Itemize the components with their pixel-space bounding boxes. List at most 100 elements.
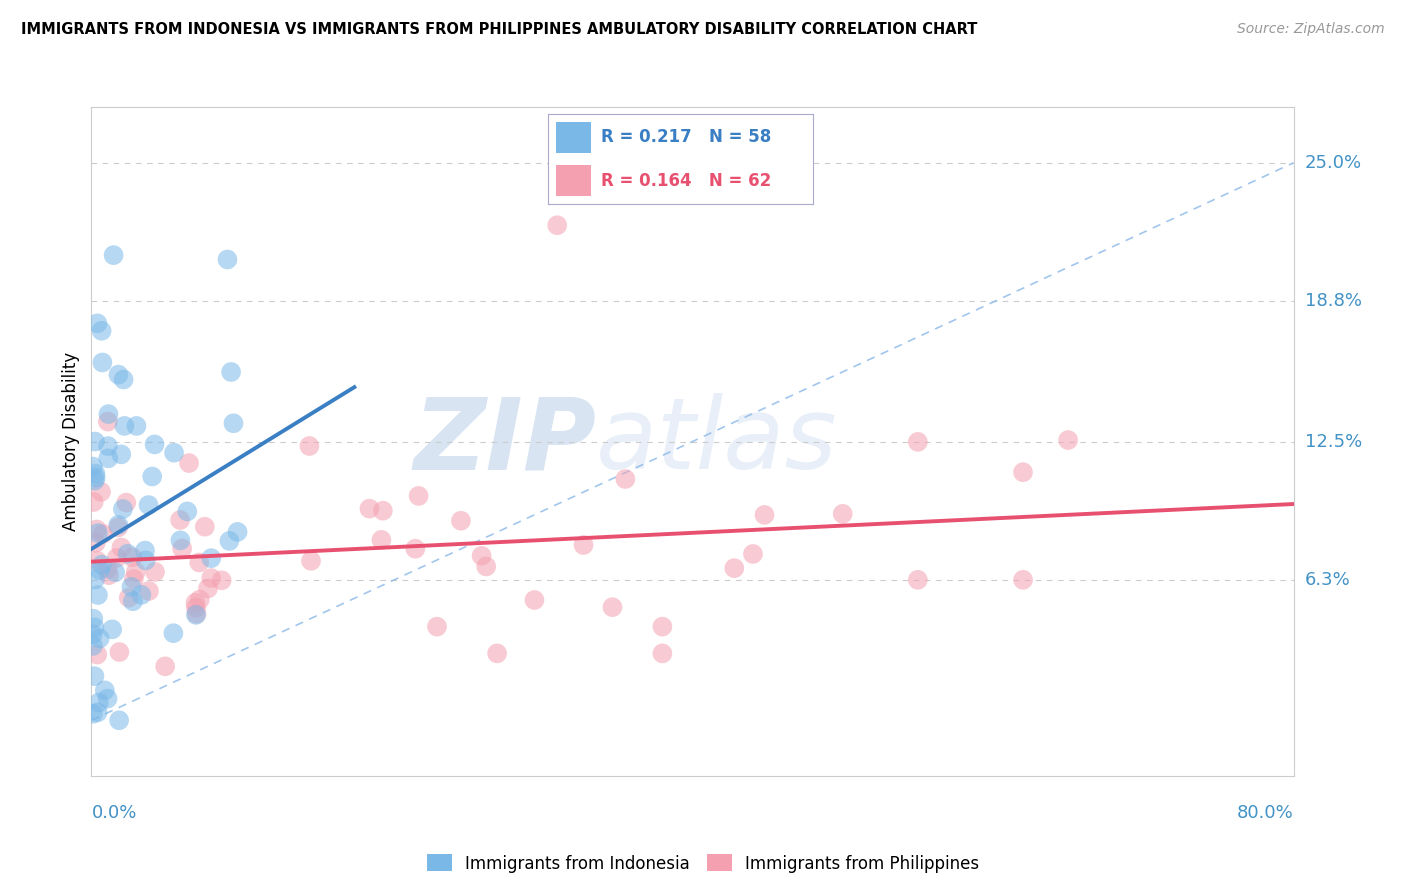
Point xyxy=(742,547,765,561)
Point xyxy=(83,669,105,683)
Point xyxy=(197,582,219,596)
Point xyxy=(299,554,322,568)
Point xyxy=(141,469,163,483)
Point xyxy=(134,543,156,558)
Point xyxy=(169,533,191,548)
Point xyxy=(111,502,134,516)
Point xyxy=(82,459,104,474)
Point xyxy=(176,504,198,518)
Point xyxy=(162,626,184,640)
Point xyxy=(94,683,117,698)
Point xyxy=(184,607,207,622)
Point xyxy=(90,324,112,338)
Point xyxy=(298,439,321,453)
Point xyxy=(82,639,104,653)
Point xyxy=(86,648,108,662)
Point xyxy=(138,584,160,599)
Text: Source: ZipAtlas.com: Source: ZipAtlas.com xyxy=(1237,22,1385,37)
Point xyxy=(83,620,105,634)
Point xyxy=(194,519,217,533)
Point xyxy=(84,470,107,484)
Point xyxy=(107,517,129,532)
Point xyxy=(90,484,112,499)
Point xyxy=(754,508,776,522)
Point xyxy=(84,434,107,449)
Point xyxy=(122,594,145,608)
Point xyxy=(125,565,148,579)
Point xyxy=(188,556,211,570)
Point xyxy=(1012,465,1035,479)
Point xyxy=(471,549,494,563)
Point xyxy=(104,566,127,580)
Point xyxy=(86,706,108,720)
Point xyxy=(907,573,929,587)
Point xyxy=(426,619,449,633)
Point xyxy=(118,591,141,605)
Legend: Immigrants from Indonesia, Immigrants from Philippines: Immigrants from Indonesia, Immigrants fr… xyxy=(420,847,986,880)
Point xyxy=(200,571,222,585)
Point xyxy=(97,451,120,466)
Point xyxy=(83,495,105,509)
Point xyxy=(219,365,242,379)
Point xyxy=(523,593,546,607)
Point xyxy=(82,612,104,626)
Point xyxy=(404,541,426,556)
Point xyxy=(122,572,145,586)
Point xyxy=(153,659,176,673)
Text: 6.3%: 6.3% xyxy=(1305,571,1350,589)
Point xyxy=(200,551,222,566)
Point xyxy=(87,526,110,541)
Point xyxy=(907,434,929,449)
Point xyxy=(138,498,160,512)
Point xyxy=(172,541,194,556)
Point xyxy=(370,533,392,547)
Point xyxy=(82,627,104,641)
Point xyxy=(486,646,509,660)
Point xyxy=(97,562,120,576)
Point xyxy=(475,559,498,574)
Point xyxy=(135,553,157,567)
Point xyxy=(359,501,381,516)
Point xyxy=(602,600,624,615)
Point xyxy=(177,456,200,470)
Point xyxy=(143,437,166,451)
Point xyxy=(186,607,208,621)
Point xyxy=(101,623,124,637)
Point xyxy=(107,520,129,534)
Point xyxy=(87,588,110,602)
Point xyxy=(184,600,207,615)
Point xyxy=(131,588,153,602)
Point xyxy=(97,407,120,421)
Point xyxy=(89,632,111,646)
Point xyxy=(371,504,394,518)
Point xyxy=(572,538,595,552)
Point xyxy=(831,507,853,521)
Point xyxy=(188,592,211,607)
Text: 12.5%: 12.5% xyxy=(1305,433,1362,450)
Point xyxy=(184,596,207,610)
Text: ZIP: ZIP xyxy=(413,393,596,490)
Point xyxy=(1012,573,1035,587)
Point xyxy=(217,252,239,267)
Point xyxy=(121,550,143,565)
Point xyxy=(117,547,139,561)
Point xyxy=(84,573,107,587)
Point xyxy=(125,418,148,433)
Text: 80.0%: 80.0% xyxy=(1237,804,1294,822)
Point xyxy=(97,415,120,429)
Point xyxy=(163,446,186,460)
Point xyxy=(89,563,111,577)
Point xyxy=(97,568,120,582)
Point xyxy=(115,495,138,509)
Point xyxy=(86,317,108,331)
Point xyxy=(90,558,112,572)
Point xyxy=(218,533,240,548)
Text: 25.0%: 25.0% xyxy=(1305,153,1362,172)
Point xyxy=(1057,433,1080,447)
Text: 18.8%: 18.8% xyxy=(1305,292,1361,310)
Point xyxy=(108,645,131,659)
Point xyxy=(86,523,108,537)
Point xyxy=(120,580,142,594)
Point xyxy=(169,513,191,527)
Text: atlas: atlas xyxy=(596,393,838,490)
